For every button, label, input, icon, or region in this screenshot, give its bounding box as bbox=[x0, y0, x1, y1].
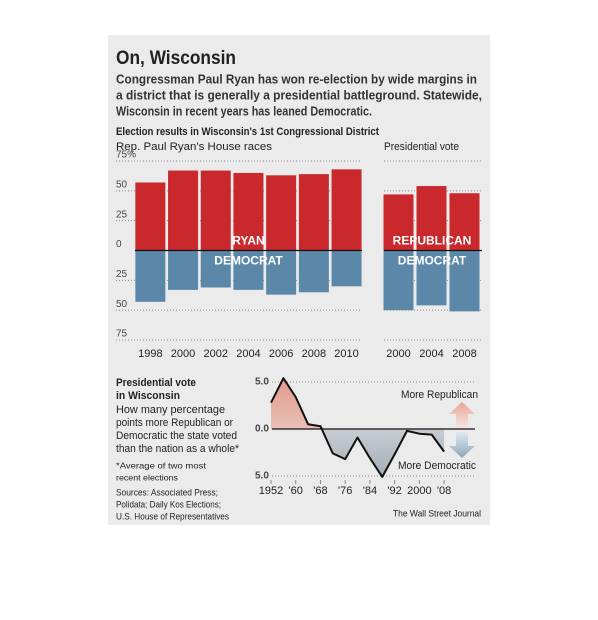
y-tick-label: 25 bbox=[116, 269, 128, 280]
footnote: *Average of two most bbox=[116, 460, 207, 470]
bar bbox=[449, 193, 480, 251]
chart-title: Presidential vote bbox=[116, 377, 196, 389]
description: points more Republican or bbox=[116, 417, 233, 429]
series-label: RYAN bbox=[232, 234, 264, 248]
bar bbox=[200, 170, 231, 251]
y-tick-label: 0.0 bbox=[255, 424, 269, 435]
x-tick-label: '68 bbox=[313, 485, 327, 497]
x-tick-label: '08 bbox=[437, 485, 451, 497]
x-tick-label: 2010 bbox=[334, 348, 358, 360]
y-tick-label: 5.0 bbox=[255, 377, 269, 388]
bar bbox=[266, 175, 297, 251]
section-title: Election results in Wisconsin's 1st Cong… bbox=[116, 126, 379, 138]
bar bbox=[298, 250, 329, 293]
chart-subtitle: Rep. Paul Ryan's House races bbox=[116, 141, 273, 153]
series-label: DEMOCRAT bbox=[398, 254, 467, 268]
bar bbox=[331, 169, 362, 251]
y-tick-label: 50 bbox=[116, 299, 128, 310]
x-tick-label: 2004 bbox=[236, 348, 260, 360]
x-tick-label: '84 bbox=[363, 485, 377, 497]
x-tick-label: '60 bbox=[289, 485, 303, 497]
series-label: REPUBLICAN bbox=[393, 234, 472, 248]
bar bbox=[416, 186, 447, 251]
y-tick-label: 25 bbox=[116, 209, 128, 220]
series-label: DEMOCRAT bbox=[214, 254, 283, 268]
bar bbox=[233, 172, 264, 251]
x-tick-label: 2002 bbox=[204, 348, 228, 360]
x-tick-label: 2000 bbox=[171, 348, 195, 360]
bar bbox=[168, 250, 199, 290]
subtitle: Congressman Paul Ryan has won re-electio… bbox=[116, 72, 477, 86]
bar bbox=[233, 250, 264, 290]
bar bbox=[135, 182, 166, 251]
x-tick-label: 2008 bbox=[302, 348, 326, 360]
bar bbox=[449, 250, 480, 312]
bar bbox=[416, 250, 447, 306]
y-tick-label: 0 bbox=[116, 239, 122, 250]
annotation: More Democratic bbox=[398, 460, 476, 472]
bar bbox=[168, 170, 199, 251]
x-tick-label: 2000 bbox=[386, 348, 410, 360]
bar bbox=[135, 250, 166, 302]
x-tick-label: 2006 bbox=[269, 348, 293, 360]
y-tick-label: 5.0 bbox=[255, 471, 269, 482]
area-positive bbox=[271, 378, 445, 429]
bar bbox=[383, 250, 414, 311]
description: Democratic the state voted bbox=[116, 430, 237, 442]
arrow-up bbox=[449, 402, 475, 428]
credit: The Wall Street Journal bbox=[393, 508, 481, 518]
source: Sources: Associated Press; bbox=[116, 487, 218, 497]
x-tick-label: '92 bbox=[387, 485, 401, 497]
subtitle: a district that is generally a president… bbox=[116, 88, 482, 102]
bar bbox=[298, 174, 329, 251]
description: than the nation as a whole* bbox=[116, 443, 240, 455]
x-tick-label: 2004 bbox=[419, 348, 443, 360]
title: On, Wisconsin bbox=[116, 48, 236, 69]
line bbox=[270, 377, 445, 478]
bar bbox=[383, 194, 414, 251]
chart-subtitle: Presidential vote bbox=[384, 141, 459, 153]
arrow-down bbox=[449, 432, 475, 458]
x-tick-label: 1998 bbox=[138, 348, 162, 360]
y-tick-label: 75 bbox=[116, 329, 128, 340]
x-tick-label: 1952 bbox=[259, 485, 283, 497]
source: Polidata; Daily Kos Elections; bbox=[116, 499, 221, 509]
chart-title: in Wisconsin bbox=[116, 390, 180, 402]
footnote: recent elections bbox=[116, 472, 178, 482]
source: U.S. House of Representatives bbox=[116, 511, 229, 521]
subtitle: Wisconsin in recent years has leaned Dem… bbox=[116, 104, 372, 118]
bar bbox=[331, 250, 362, 287]
annotation: More Republican bbox=[401, 389, 478, 401]
x-tick-label: '76 bbox=[338, 485, 352, 497]
x-tick-label: 2008 bbox=[452, 348, 476, 360]
description: How many percentage bbox=[116, 404, 225, 416]
x-tick-label: 2000 bbox=[407, 485, 431, 497]
bar bbox=[266, 250, 297, 295]
y-tick-label: 50 bbox=[116, 179, 128, 190]
y-tick-label: 75% bbox=[116, 150, 136, 161]
bar bbox=[200, 250, 231, 288]
